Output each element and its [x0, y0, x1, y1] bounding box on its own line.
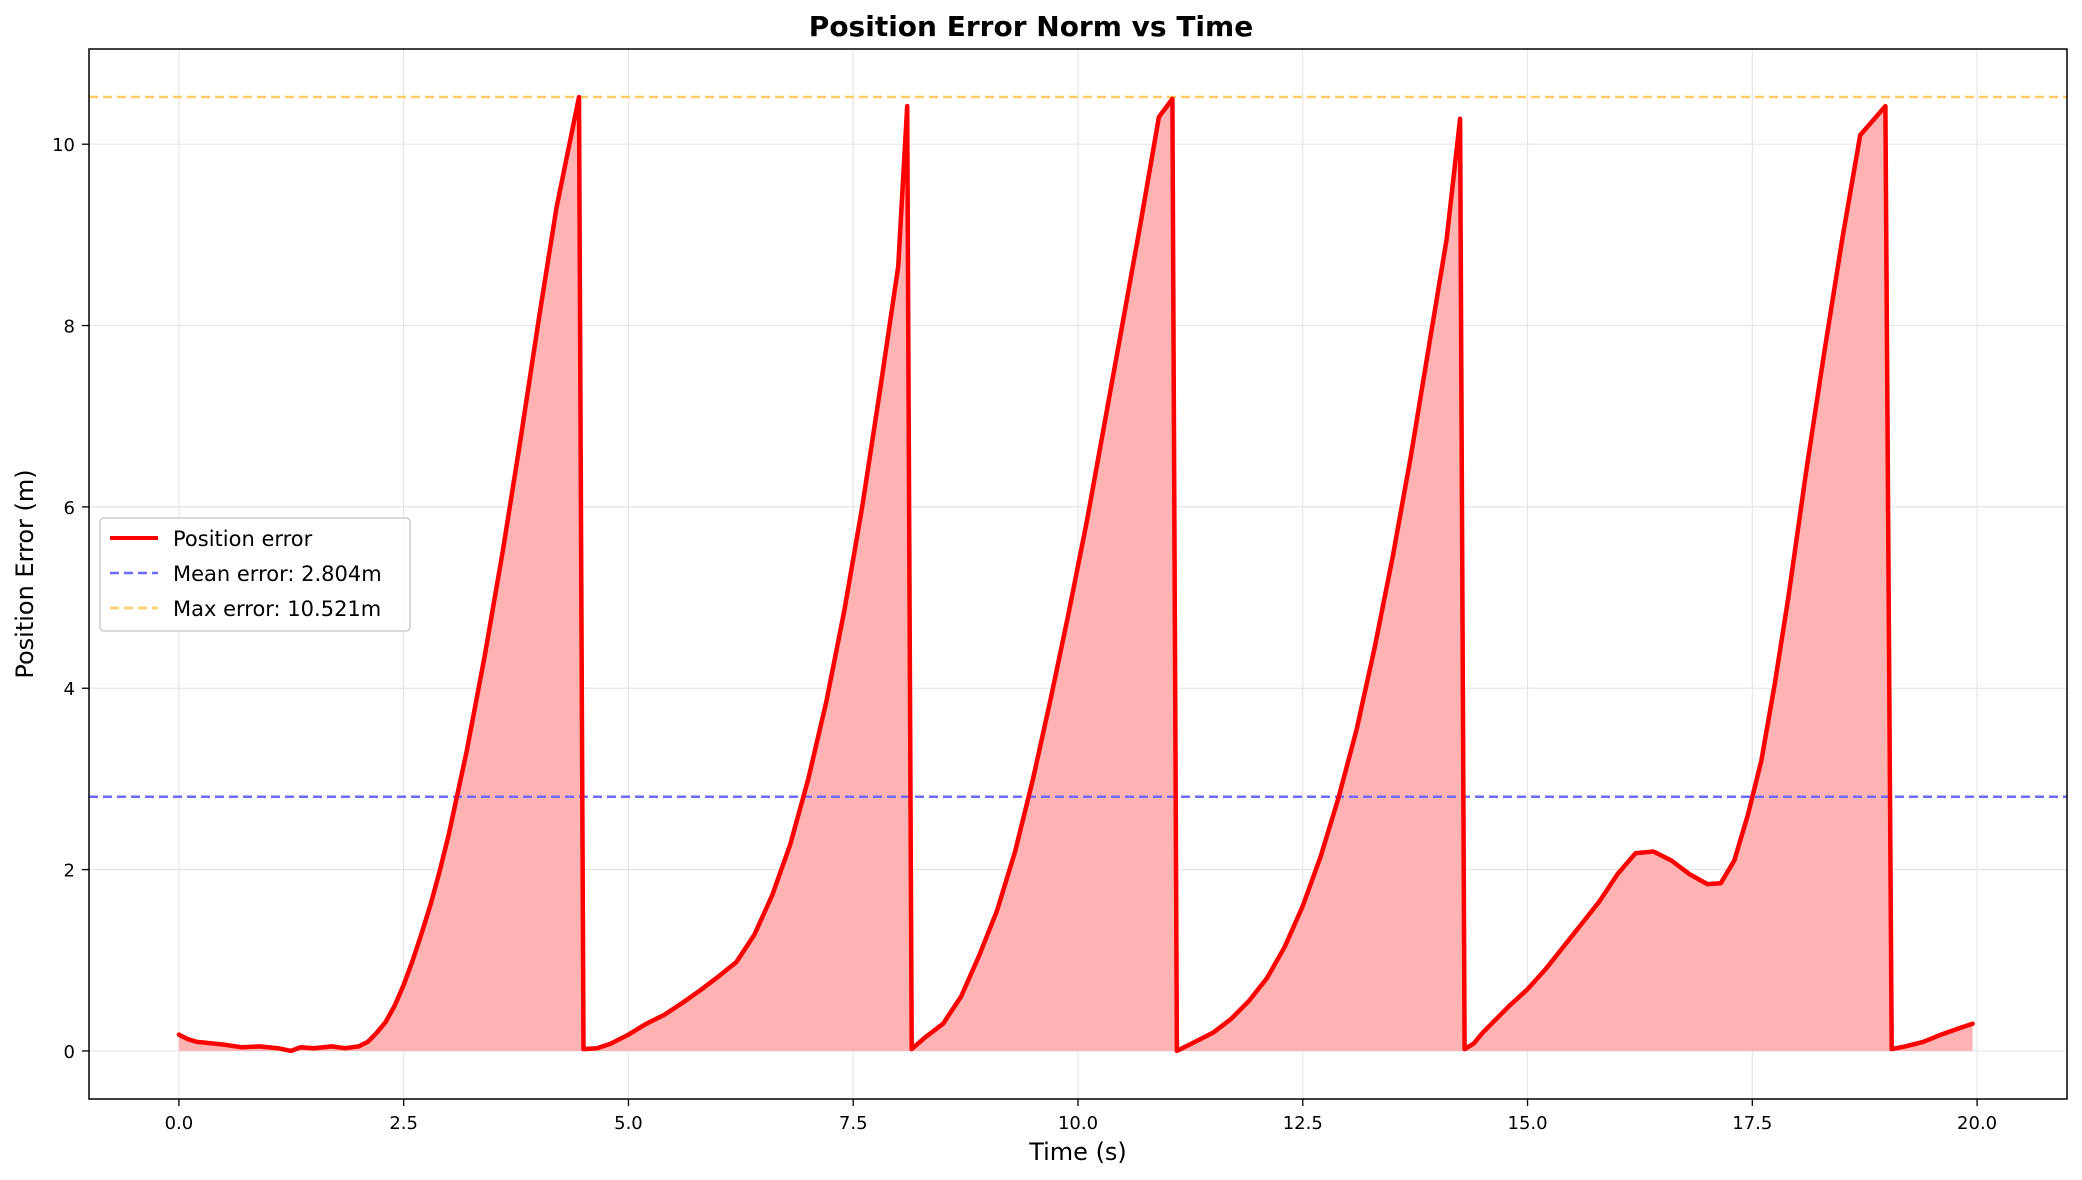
- x-tick-label: 17.5: [1732, 1113, 1772, 1134]
- legend-label-position-error: Position error: [173, 527, 313, 551]
- error-fill-area: [178, 97, 1973, 1051]
- y-tick-label: 0: [64, 1042, 75, 1063]
- position-error-line: [176, 94, 1975, 1054]
- y-axis-ticks: 0 2 4 6 8 10: [52, 135, 89, 1063]
- y-tick-label: 10: [52, 135, 75, 156]
- x-tick-label: 10.0: [1058, 1113, 1098, 1134]
- legend-label-max-error: Max error: 10.521m: [173, 597, 381, 621]
- x-axis-ticks: 0.0 2.5 5.0 7.5 10.0 12.5 15.0 17.5 20.0: [165, 1099, 1997, 1134]
- x-tick-label: 20.0: [1957, 1113, 1997, 1134]
- legend: Position error Mean error: 2.804m Max er…: [99, 517, 411, 632]
- y-tick-label: 8: [64, 317, 75, 338]
- x-tick-label: 15.0: [1508, 1113, 1548, 1134]
- y-tick-label: 2: [64, 861, 75, 882]
- y-tick-label: 4: [64, 679, 75, 700]
- x-tick-label: 12.5: [1283, 1113, 1323, 1134]
- chart-title: Position Error Norm vs Time: [809, 10, 1253, 43]
- x-tick-label: 2.5: [389, 1113, 418, 1134]
- error-area-fill: [178, 97, 1973, 1051]
- x-axis-label: Time (s): [1028, 1138, 1127, 1166]
- x-tick-label: 5.0: [614, 1113, 643, 1134]
- y-axis-label: Position Error (m): [11, 469, 39, 678]
- x-tick-label: 0.0: [165, 1113, 194, 1134]
- y-tick-label: 6: [64, 498, 75, 519]
- legend-box: [99, 517, 411, 632]
- error-series-line: [176, 94, 1975, 1054]
- legend-label-mean-error: Mean error: 2.804m: [173, 562, 382, 586]
- x-tick-label: 7.5: [839, 1113, 868, 1134]
- reference-lines: [89, 95, 2067, 798]
